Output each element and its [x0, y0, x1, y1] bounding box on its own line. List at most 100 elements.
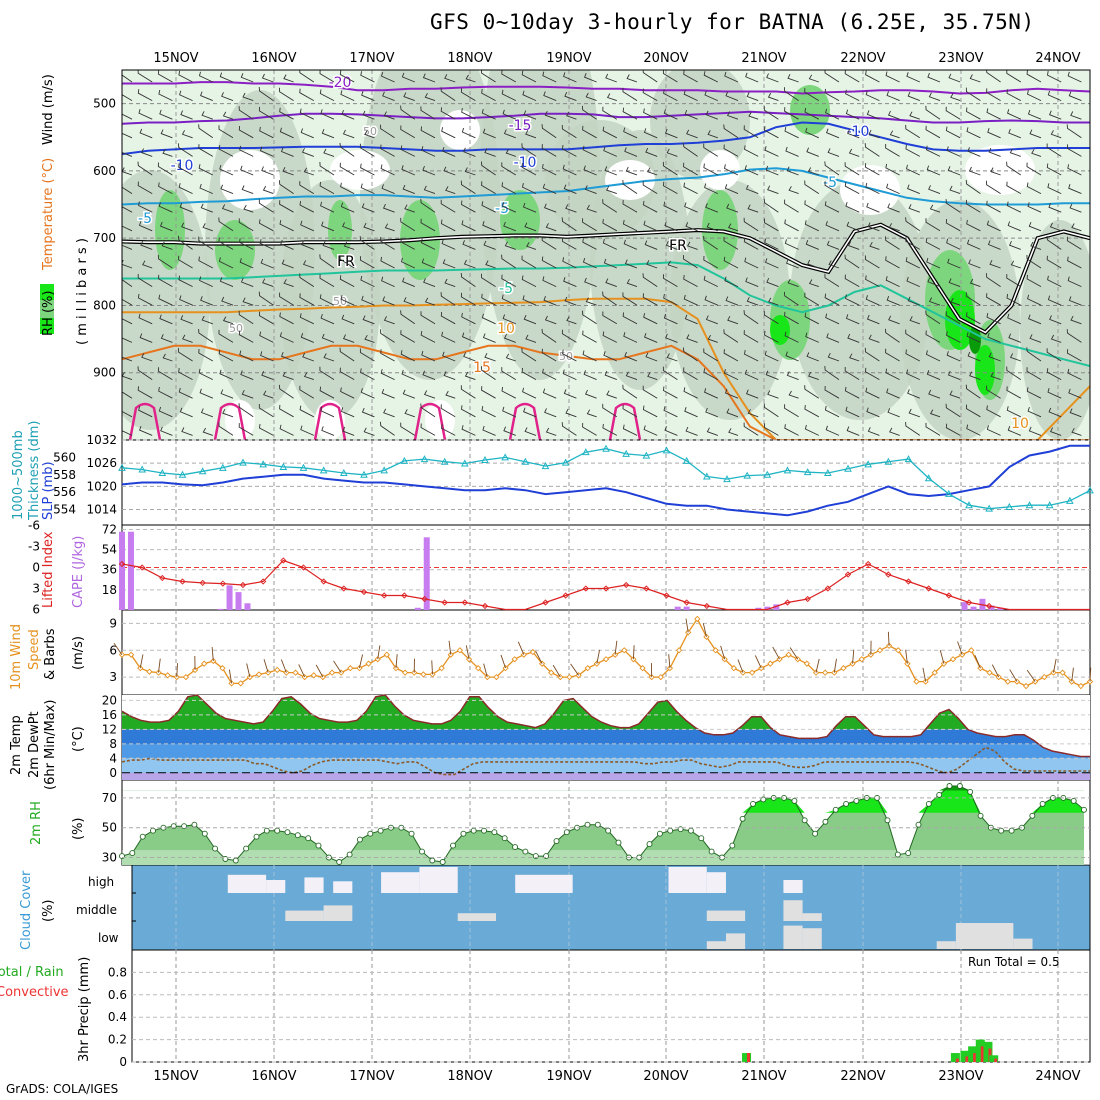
wind-barb — [1066, 349, 1082, 362]
isotherm-label: -5 — [138, 211, 152, 227]
rh-marker — [656, 830, 663, 837]
wind-barb — [238, 310, 254, 325]
wind-barb — [947, 370, 961, 381]
wind-barb — [765, 258, 779, 269]
wind-barb — [259, 423, 274, 436]
rh-marker — [263, 827, 270, 834]
wind-barb-10m — [1071, 667, 1074, 682]
wind-barb — [886, 388, 900, 399]
date-label-top: 21NOV — [741, 51, 786, 66]
rh-moist — [215, 220, 255, 280]
wind-barb — [424, 297, 436, 306]
wind-barb — [380, 71, 395, 83]
wind-barb — [886, 91, 900, 102]
wind-barb — [946, 351, 961, 362]
cape-tick: 18 — [102, 583, 117, 597]
wind-barb — [926, 370, 941, 381]
wind-barb — [319, 366, 335, 380]
wind-barb — [926, 257, 941, 269]
wind-barb — [945, 331, 961, 343]
wind-barb — [481, 201, 496, 213]
wind-barb — [282, 371, 294, 381]
wind-barb — [541, 236, 557, 250]
wind-barb — [460, 180, 476, 194]
wind-barb — [682, 347, 698, 362]
wind-barb — [683, 90, 698, 102]
wind-barb — [179, 202, 193, 213]
wind-barb — [260, 351, 274, 362]
wind-barb — [807, 259, 819, 269]
wind-barb — [788, 390, 799, 399]
wind-barb — [703, 275, 718, 288]
wind-barb — [199, 276, 213, 288]
wind-barb — [179, 90, 193, 102]
wind-barb — [885, 368, 900, 381]
rh-marker — [594, 821, 601, 828]
li-marker — [865, 560, 872, 568]
wind-barb — [445, 186, 456, 195]
wind-barb — [945, 403, 961, 418]
wind-barb — [847, 333, 860, 343]
thickness-label-1: 1000~500mb — [11, 430, 26, 520]
wind-barb — [219, 277, 234, 288]
wind-barb — [1066, 144, 1082, 157]
wind-barb — [382, 91, 395, 102]
wind-barb — [179, 295, 193, 306]
wind-barb — [1009, 353, 1021, 362]
wind-barb — [322, 241, 335, 250]
wind-barb — [1007, 221, 1021, 232]
wind-barb — [158, 202, 173, 213]
rh-tick: 50 — [102, 821, 117, 835]
wind-barb — [602, 423, 618, 436]
wind-barb — [622, 87, 638, 101]
wind-barb — [1067, 276, 1082, 288]
thickness-marker — [944, 489, 953, 497]
rh-marker — [201, 830, 208, 837]
wind-barb — [683, 182, 698, 195]
wind-barb — [219, 72, 234, 83]
wind-barb — [909, 316, 920, 325]
wind-barb — [380, 369, 395, 381]
wind-barb — [965, 87, 981, 101]
isotherm-label: 50 — [333, 295, 347, 308]
rh-marker — [698, 835, 705, 842]
wind-barb — [384, 223, 395, 232]
wind-barb — [766, 73, 779, 83]
wind-barb — [138, 221, 153, 232]
rh-saturated — [975, 345, 995, 395]
wind-barb — [440, 219, 456, 232]
wind-barb — [139, 425, 153, 436]
wind-barb — [787, 278, 799, 288]
rh-area-high — [122, 786, 1084, 813]
wind-barb — [361, 91, 375, 102]
rh-marker — [501, 835, 508, 842]
wind-barb — [541, 124, 557, 139]
wind-barb — [1026, 254, 1042, 269]
wind-barb — [824, 366, 840, 380]
wind-barb — [462, 240, 476, 250]
isotherm-label: -10 — [514, 155, 537, 171]
wind-barb — [561, 237, 577, 250]
wind-barb — [622, 312, 638, 325]
wind-barb-10m — [887, 631, 890, 646]
wind-barb — [361, 407, 375, 418]
wind-barb — [545, 223, 557, 232]
wind-barb — [122, 147, 133, 157]
wind-barb — [364, 130, 375, 139]
wind-barb — [198, 236, 214, 250]
precip-total-bar — [968, 1046, 978, 1062]
rh-marker — [491, 829, 498, 836]
wind-barb — [845, 109, 860, 120]
wind-barb — [746, 296, 759, 306]
wind-barb — [544, 315, 557, 325]
wind-barb — [986, 180, 1001, 194]
wind-barb — [501, 254, 517, 269]
wind-barb — [420, 106, 436, 120]
wind-barb-10m — [632, 645, 635, 660]
wind-barb — [663, 406, 678, 418]
wind-barb — [464, 167, 476, 176]
wind-barb — [543, 91, 557, 102]
wind-barb — [786, 166, 799, 176]
wind-barb — [885, 236, 900, 250]
wind-barb — [707, 334, 718, 343]
